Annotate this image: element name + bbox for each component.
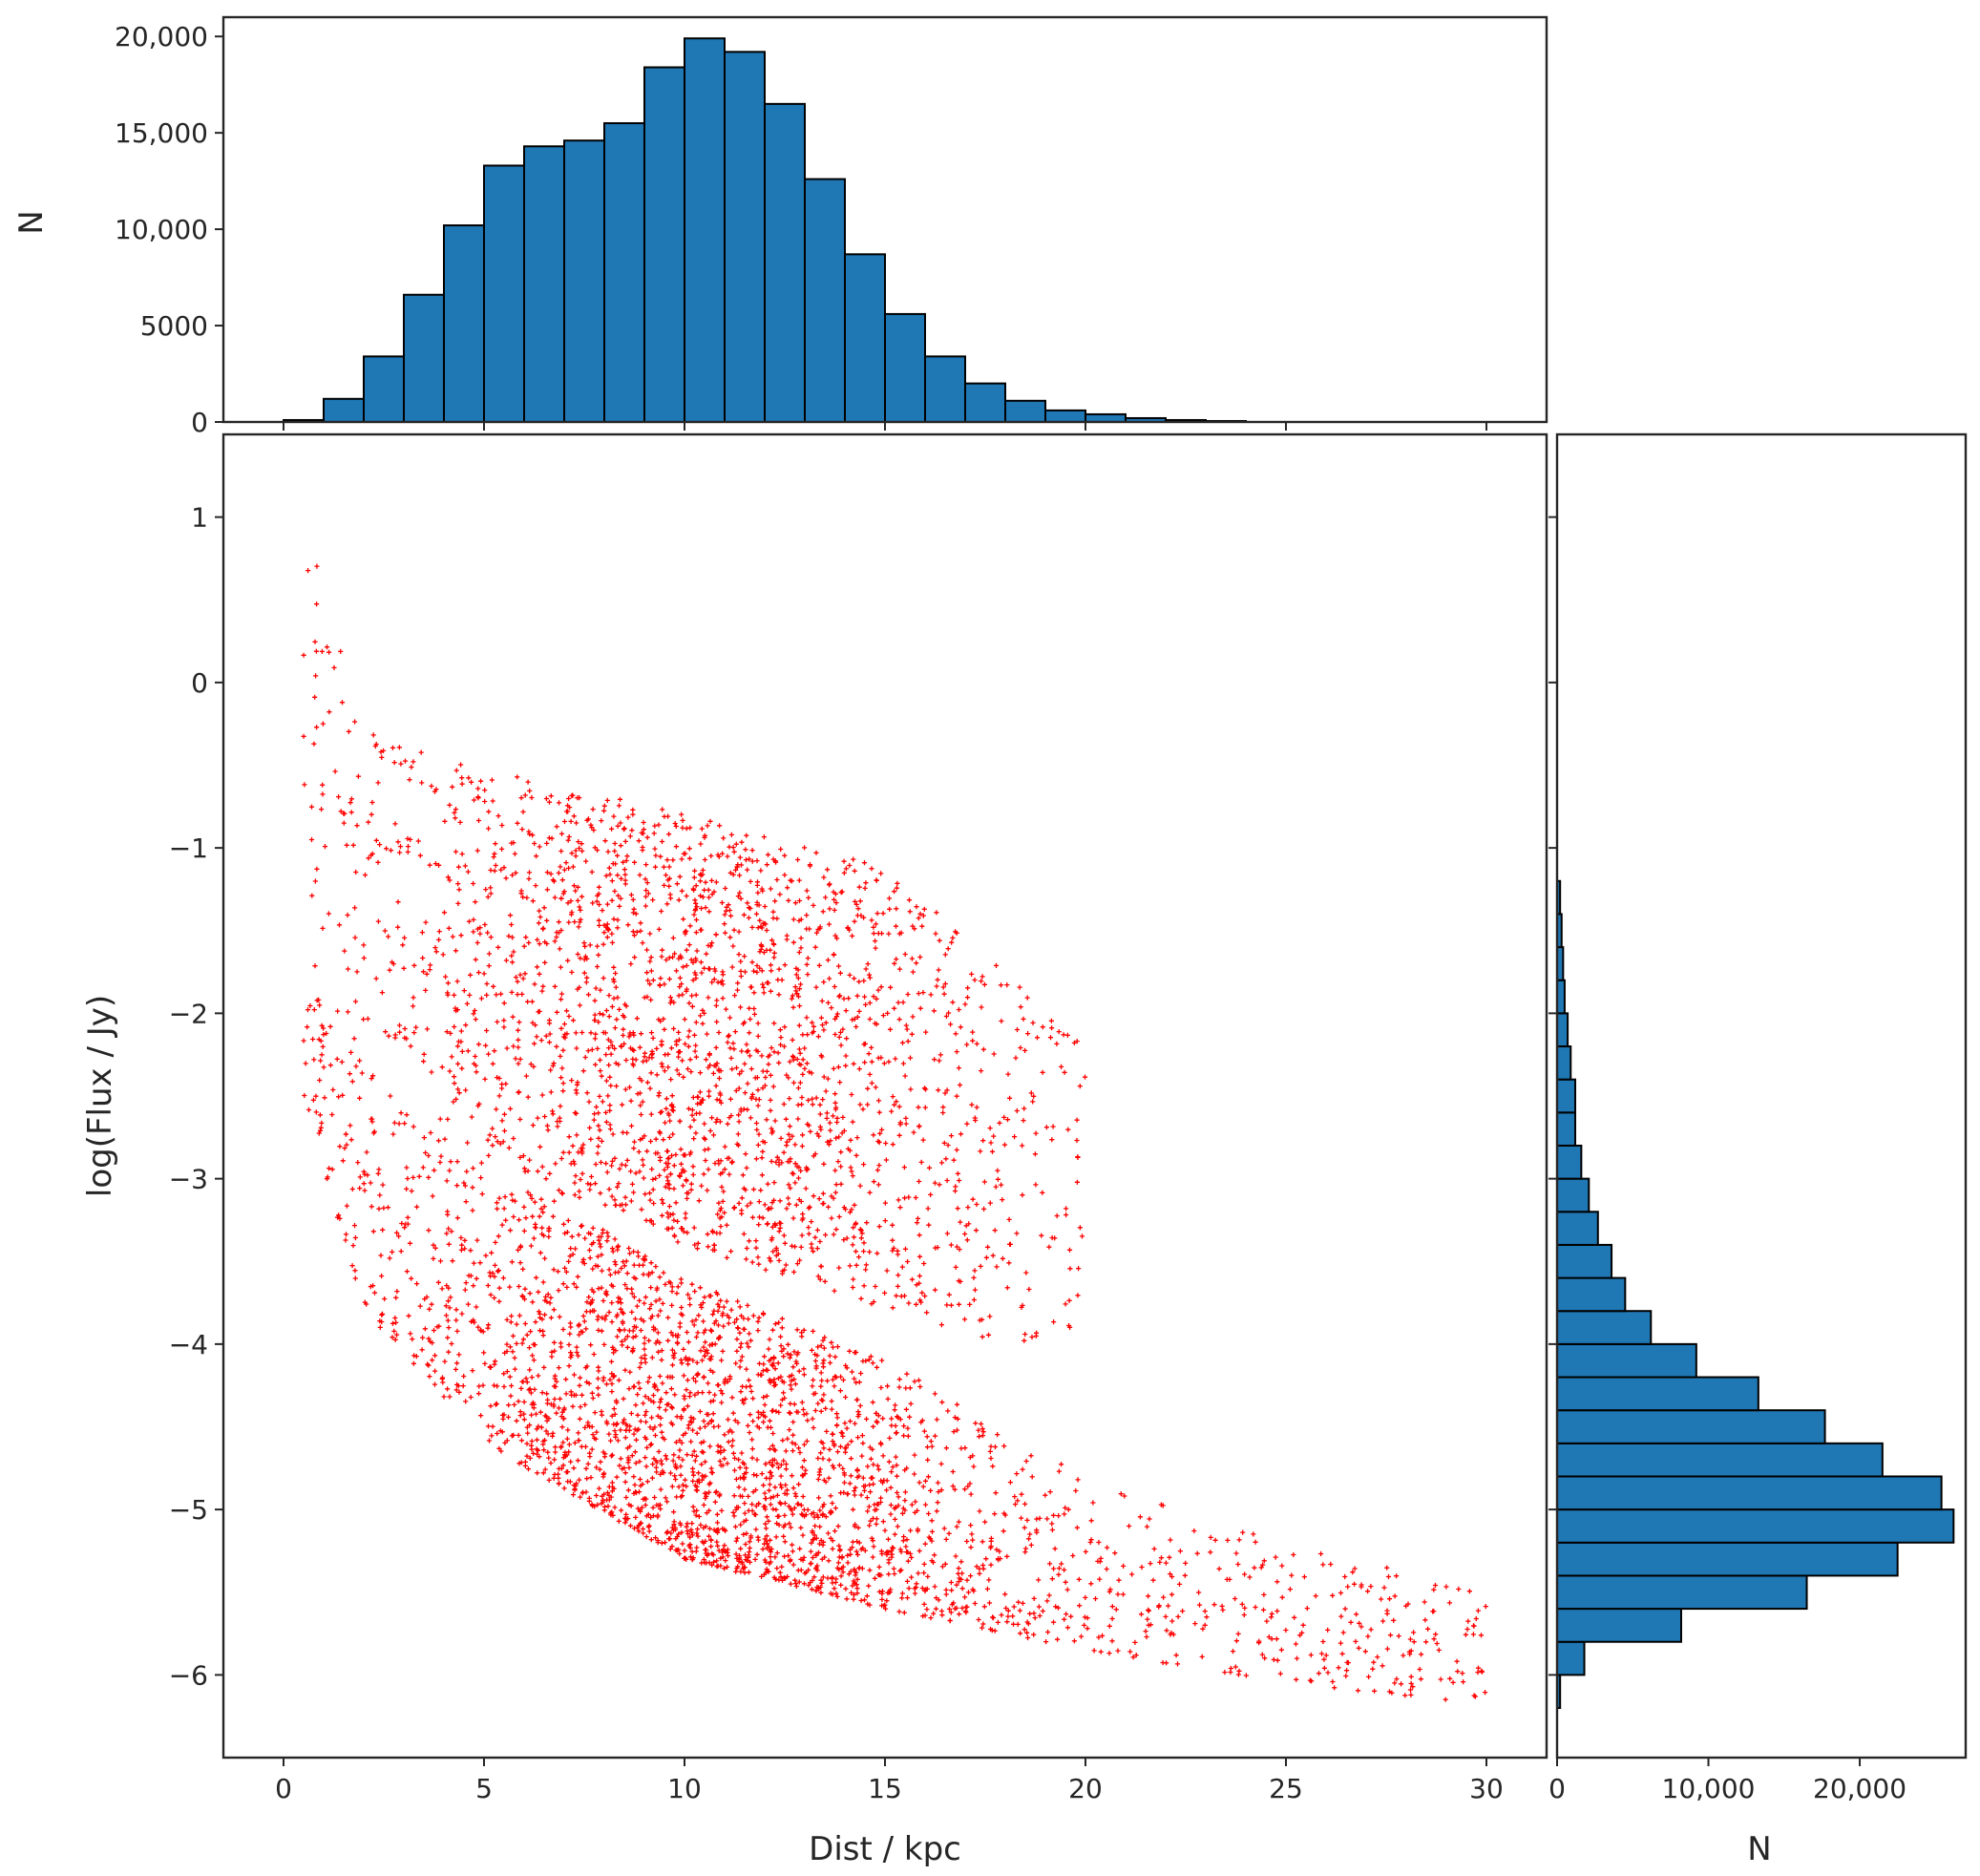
top-histogram-y-tick-label: 0 xyxy=(191,407,208,438)
right-histogram-y-ticks xyxy=(1548,516,1557,1676)
right-histogram-x-tick-label: 10,000 xyxy=(1662,1773,1756,1804)
top-histogram-y-tick-label: 20,000 xyxy=(115,21,208,53)
right-histogram-x-tick-label: 20,000 xyxy=(1813,1773,1906,1804)
right-histogram-bar xyxy=(1556,1276,1627,1313)
right-histogram-bar xyxy=(1556,1111,1577,1147)
scatter-y-tick-label: −5 xyxy=(169,1494,208,1526)
scatter-x-tick-label: 15 xyxy=(868,1773,902,1804)
top-histogram-bar xyxy=(643,66,685,423)
top-histogram-bar xyxy=(603,122,645,424)
scatter-x-tick-label: 10 xyxy=(667,1773,702,1804)
top-histogram-bar xyxy=(684,37,726,423)
top-histogram-bar xyxy=(884,312,926,423)
right-histogram-bar xyxy=(1556,1574,1808,1611)
right-histogram-bar xyxy=(1556,1144,1583,1180)
top-histogram-x-ticks xyxy=(283,422,1487,431)
top-histogram-y-ticks: 0 5000 10,000 15,000 20,000 xyxy=(115,21,223,438)
top-histogram-bar xyxy=(443,224,485,423)
top-histogram-ylabel: N xyxy=(12,210,51,234)
right-histogram-bar xyxy=(1556,1211,1599,1246)
top-histogram-bar xyxy=(403,293,445,423)
right-histogram-bar xyxy=(1556,1243,1613,1279)
top-histogram-panel: 0 5000 10,000 15,000 20,000 N xyxy=(12,15,1548,438)
scatter-frame xyxy=(221,432,1548,1760)
scatter-xlabel: Dist / kpc xyxy=(809,1830,961,1868)
top-histogram-bar xyxy=(523,145,565,423)
right-histogram-bar xyxy=(1556,1508,1955,1544)
top-histogram-bars xyxy=(283,37,1247,424)
top-histogram-bar xyxy=(764,102,806,423)
top-histogram-y-tick-label: 10,000 xyxy=(115,214,208,245)
top-histogram-bar xyxy=(323,397,365,423)
scatter-x-tick-label: 30 xyxy=(1469,1773,1504,1804)
right-histogram-bar xyxy=(1556,1640,1586,1676)
scatter-y-tick-label: −2 xyxy=(169,998,208,1029)
scatter-y-ticks: 1 0 −1 −2 −3 −4 −5 −6 xyxy=(169,502,223,1691)
right-histogram-bar xyxy=(1556,1409,1826,1444)
right-histogram-bar xyxy=(1556,1078,1577,1114)
right-histogram-xlabel: N xyxy=(1747,1830,1771,1868)
scatter-x-tick-label: 25 xyxy=(1269,1773,1303,1804)
scatter-ylabel: log(Flux / Jy) xyxy=(81,995,119,1197)
right-histogram-panel: 0 10,000 20,000 N xyxy=(1548,432,1968,1868)
right-histogram-bar xyxy=(1556,1012,1569,1048)
top-histogram-bar xyxy=(924,355,966,424)
right-histogram-bar xyxy=(1556,1342,1697,1379)
scatter-y-tick-label: 1 xyxy=(191,502,208,534)
scatter-y-tick-label: −3 xyxy=(169,1164,208,1195)
right-histogram-bar xyxy=(1556,1045,1572,1081)
top-histogram-bar xyxy=(1044,409,1086,423)
right-histogram-x-ticks: 0 10,000 20,000 xyxy=(1548,1758,1906,1804)
scatter-points xyxy=(301,563,1488,1702)
scatter-x-ticks: 0 5 10 15 20 25 30 xyxy=(275,1758,1504,1804)
right-histogram-bar xyxy=(1556,1608,1682,1643)
top-histogram-y-tick-label: 15,000 xyxy=(115,117,208,149)
right-histogram-bar xyxy=(1556,1541,1899,1577)
top-histogram-bar xyxy=(363,355,405,424)
scatter-x-tick-label: 5 xyxy=(475,1773,493,1804)
top-histogram-bar xyxy=(964,382,1006,423)
right-histogram-bar xyxy=(1556,1376,1759,1412)
scatter-y-tick-label: −1 xyxy=(169,833,208,864)
right-histogram-bars xyxy=(1556,879,1955,1710)
top-histogram-bar xyxy=(844,253,886,424)
scatter-point-markers xyxy=(301,563,1488,1702)
top-histogram-y-tick-label: 5000 xyxy=(140,310,208,342)
top-histogram-bar xyxy=(1004,399,1046,423)
scatter-x-tick-label: 20 xyxy=(1068,1773,1103,1804)
scatter-y-tick-label: −6 xyxy=(169,1659,208,1691)
right-histogram-bar xyxy=(1556,1310,1653,1345)
top-histogram-bar xyxy=(483,164,525,423)
right-histogram-frame xyxy=(1555,432,1968,1760)
top-histogram-bar xyxy=(1085,412,1127,423)
scatter-panel: 0 5 10 15 20 25 30 10−1−2−3−4−5−6 Dist / kpc l… xyxy=(81,432,1548,1868)
scatter-x-tick-label: 0 xyxy=(275,1773,292,1804)
right-histogram-bar xyxy=(1556,1475,1943,1511)
right-histogram-x-tick-label: 0 xyxy=(1548,1773,1566,1804)
scatter-y-tick-label: −4 xyxy=(169,1329,208,1360)
right-histogram-bar xyxy=(1556,1442,1884,1478)
top-histogram-bar xyxy=(804,178,846,423)
top-histogram-bar xyxy=(563,139,605,423)
top-histogram-bar xyxy=(724,51,766,423)
scatter-y-tick-label: 0 xyxy=(191,667,208,699)
right-histogram-bar xyxy=(1556,1177,1590,1213)
